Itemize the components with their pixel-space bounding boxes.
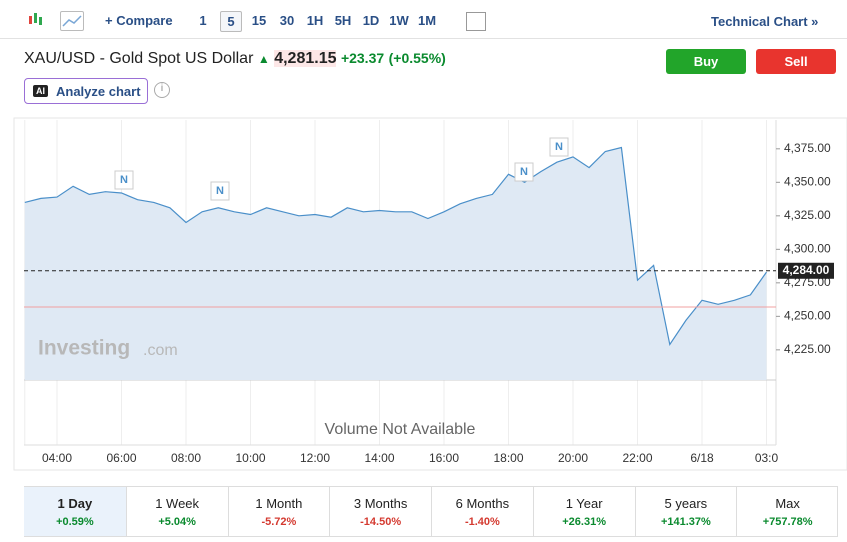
x-tick-label: 6/18	[690, 451, 714, 465]
current-price-label: 4,284.00	[783, 263, 830, 277]
period-tab[interactable]: 5 years +141.37%	[634, 487, 737, 536]
candle-icon[interactable]	[27, 10, 45, 30]
news-marker	[210, 181, 230, 201]
y-tick-label: 4,325.00	[784, 208, 831, 222]
price-change: +23.37	[340, 50, 385, 66]
x-tick-label: 16:00	[429, 451, 459, 465]
period-label: 5 years	[664, 496, 708, 511]
interval-button[interactable]: 1M	[417, 13, 437, 28]
period-change: +0.59%	[56, 516, 94, 528]
x-tick-label: 20:00	[558, 451, 588, 465]
x-tick-label: 22:00	[622, 451, 652, 465]
period-change: +5.04%	[158, 516, 196, 528]
x-tick-label: 08:00	[171, 451, 201, 465]
period-label: 1 Year	[565, 496, 603, 511]
x-tick-label: 18:00	[493, 451, 523, 465]
interval-button[interactable]: 1H	[306, 13, 324, 28]
period-label: 3 Months	[353, 496, 408, 511]
period-label: 1 Month	[255, 496, 303, 511]
y-tick-label: 4,300.00	[784, 242, 831, 256]
interval-button[interactable]: 30	[279, 13, 295, 28]
period-tab[interactable]: 1 Week +5.04%	[125, 487, 228, 536]
watermark: Investing	[38, 337, 130, 360]
period-tab[interactable]: Max +757.78%	[736, 487, 838, 536]
sell-button[interactable]: Sell	[756, 49, 836, 74]
period-change: +141.37%	[660, 516, 711, 528]
line-icon[interactable]	[60, 11, 84, 31]
x-tick-label: 12:00	[300, 451, 330, 465]
news-marker	[114, 170, 134, 190]
news-marker-label: N	[555, 141, 563, 153]
period-change: -14.50%	[360, 516, 402, 528]
price-change-pct: (+0.55%)	[388, 50, 446, 66]
news-marker-label: N	[216, 185, 224, 197]
y-tick-label: 4,250.00	[784, 309, 831, 323]
compare-label: Compare	[116, 13, 173, 28]
x-tick-label: 10:00	[235, 451, 265, 465]
interval-button[interactable]: 5	[220, 11, 242, 32]
news-marker-label: N	[120, 174, 128, 186]
period-tab[interactable]: 1 Year +26.31%	[532, 487, 635, 536]
interval-button[interactable]: 1D	[362, 13, 380, 28]
x-tick-label: 06:00	[106, 451, 136, 465]
table-icon[interactable]	[466, 12, 486, 31]
period-change: -5.72%	[261, 516, 297, 528]
period-tab[interactable]: 1 Month -5.72%	[227, 487, 330, 536]
ai-badge: AI	[33, 85, 48, 97]
instrument-title: XAU/USD - Gold Spot US Dollar	[24, 50, 254, 67]
period-tab[interactable]: 6 Months -1.40%	[431, 487, 533, 536]
x-tick-label: 04:00	[42, 451, 72, 465]
period-tab[interactable]: 1 Day +0.59%	[24, 487, 126, 536]
price: 4,281.15	[274, 50, 337, 67]
analyze-label: Analyze chart	[56, 83, 141, 99]
volume-note: Volume Not Available	[325, 421, 476, 438]
info-icon[interactable]: i	[154, 82, 170, 98]
price-line	[24, 146, 767, 347]
buy-button[interactable]: Buy	[666, 49, 746, 74]
period-label: 6 Months	[455, 496, 510, 511]
period-label: 1 Day	[57, 496, 93, 511]
period-change: -1.40%	[464, 516, 500, 528]
instrument-header: XAU/USD - Gold Spot US Dollar ▲ 4,281.15…	[24, 50, 446, 67]
technical-chart-link[interactable]: Technical Chart »	[711, 14, 819, 29]
compare-button[interactable]: + Compare	[105, 13, 173, 28]
interval-button[interactable]: 5H	[334, 13, 352, 28]
x-tick-label: 03:0	[755, 451, 779, 465]
chart: 04:00 06:00 08:00 10:00 12:00 14:00 16:00 18:00…	[13, 117, 847, 471]
y-tick-label: 4,350.00	[784, 174, 831, 188]
analyze-button[interactable]: AI Analyze chart	[24, 78, 148, 104]
period-change: +26.31%	[562, 516, 606, 528]
y-tick-label: 4,225.00	[784, 342, 831, 356]
news-marker	[549, 137, 569, 157]
current-price-box	[778, 262, 834, 279]
period-label: Max	[775, 496, 800, 511]
news-marker-label: N	[520, 166, 528, 178]
period-tab[interactable]: 3 Months -14.50%	[329, 487, 431, 536]
y-tick-label: 4,375.00	[784, 141, 831, 155]
x-tick-label: 14:00	[364, 451, 394, 465]
news-marker	[514, 162, 534, 182]
area-fill	[24, 147, 767, 380]
interval-button[interactable]: 1W	[389, 13, 409, 28]
watermark-suffix: .com	[143, 342, 178, 359]
period-change: +757.78%	[762, 516, 813, 528]
period-label: 1 Week	[155, 496, 200, 511]
interval-button[interactable]: 1	[199, 13, 207, 28]
interval-button[interactable]: 15	[251, 13, 267, 28]
divider	[0, 38, 847, 39]
